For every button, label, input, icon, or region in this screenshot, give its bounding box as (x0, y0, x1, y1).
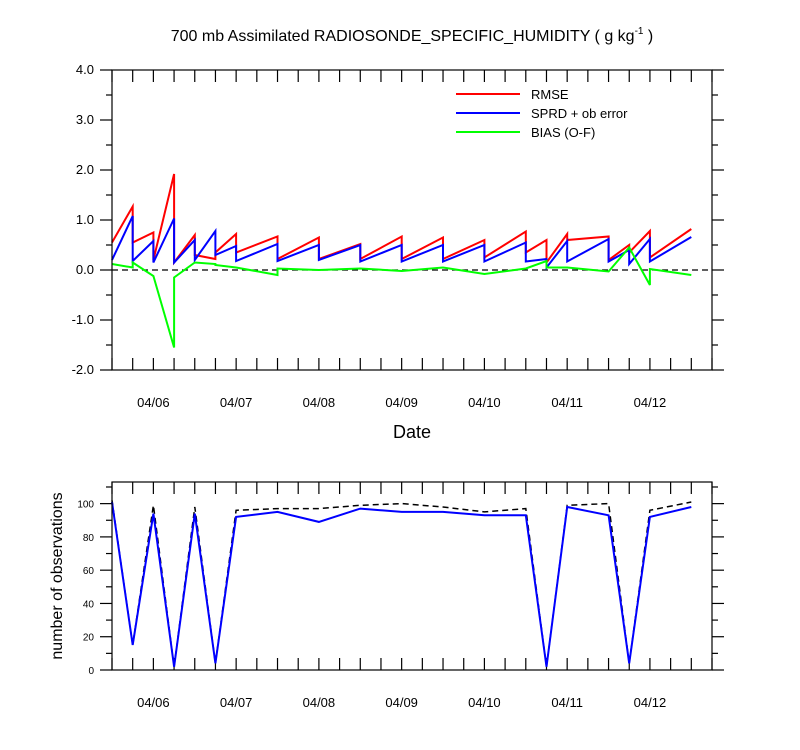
x-tick-label: 04/06 (137, 395, 170, 410)
y-tick-label: 2.0 (76, 162, 94, 177)
x-tick-label: 04/07 (220, 695, 253, 710)
x-tick-label: 04/11 (551, 395, 583, 410)
y-tick-label: 0.0 (76, 262, 94, 277)
x-tick-label: 04/09 (385, 695, 418, 710)
y-tick-label: 3.0 (76, 112, 94, 127)
bottom-plot-frame (111, 481, 713, 671)
y-tick-label: -1.0 (72, 312, 94, 327)
legend-label: RMSE (531, 87, 569, 102)
y-tick-label: 60 (83, 566, 95, 577)
y-tick-label: 40 (83, 599, 95, 610)
x-tick-label: 04/12 (634, 695, 667, 710)
chart-title: 700 mb Assimilated RADIOSONDE_SPECIFIC_H… (171, 26, 654, 45)
bottom-y-tick-labels: 0 20 40 60 80 100 (77, 500, 94, 677)
top-panel: 700 mb Assimilated RADIOSONDE_SPECIFIC_H… (72, 26, 724, 442)
legend-label: BIAS (O-F) (531, 125, 595, 140)
bottom-x-tick-labels: 04/06 04/07 04/08 04/09 04/10 04/11 04/12 (137, 695, 666, 710)
x-tick-label: 04/08 (303, 695, 336, 710)
y-tick-label: 100 (77, 500, 94, 511)
x-tick-label: 04/12 (634, 395, 667, 410)
series-line-sprd-ob-error (111, 215, 692, 271)
series-line-possible (111, 500, 692, 667)
x-tick-label: 04/09 (385, 395, 418, 410)
series-line-bias-o-f- (111, 245, 692, 348)
y-tick-label: 4.0 (76, 62, 94, 77)
top-axis-ticks (100, 69, 724, 371)
legend: RMSE SPRD + ob error BIAS (O-F) (456, 87, 628, 140)
y-tick-label: -2.0 (72, 362, 94, 377)
x-tick-label: 04/08 (303, 395, 336, 410)
y-tick-label: 80 (83, 533, 95, 544)
x-tick-label: 04/11 (551, 695, 583, 710)
y-axis-label: number of observations (49, 492, 66, 659)
x-tick-label: 04/10 (468, 395, 501, 410)
title-suffix: ) (643, 28, 653, 45)
x-tick-label: 04/06 (137, 695, 170, 710)
x-tick-label: 04/10 (468, 695, 501, 710)
series-line-used (111, 501, 692, 667)
top-y-tick-labels: -2.0 -1.0 0.0 1.0 2.0 3.0 4.0 (72, 62, 94, 377)
top-series-lines (111, 173, 692, 348)
bottom-series-lines (111, 500, 692, 667)
x-axis-label: Date (393, 422, 431, 442)
y-tick-label: 20 (83, 633, 95, 644)
bottom-axis-ticks (100, 482, 724, 671)
y-tick-label: 0 (88, 666, 94, 677)
x-tick-label: 04/07 (220, 395, 253, 410)
title-main: 700 mb Assimilated RADIOSONDE_SPECIFIC_H… (171, 28, 635, 45)
top-x-tick-labels: 04/06 04/07 04/08 04/09 04/10 04/11 04/12 (137, 395, 666, 410)
title-superscript: -1 (635, 26, 644, 37)
legend-label: SPRD + ob error (531, 106, 628, 121)
y-tick-label: 1.0 (76, 212, 94, 227)
top-plot-frame (111, 69, 713, 371)
